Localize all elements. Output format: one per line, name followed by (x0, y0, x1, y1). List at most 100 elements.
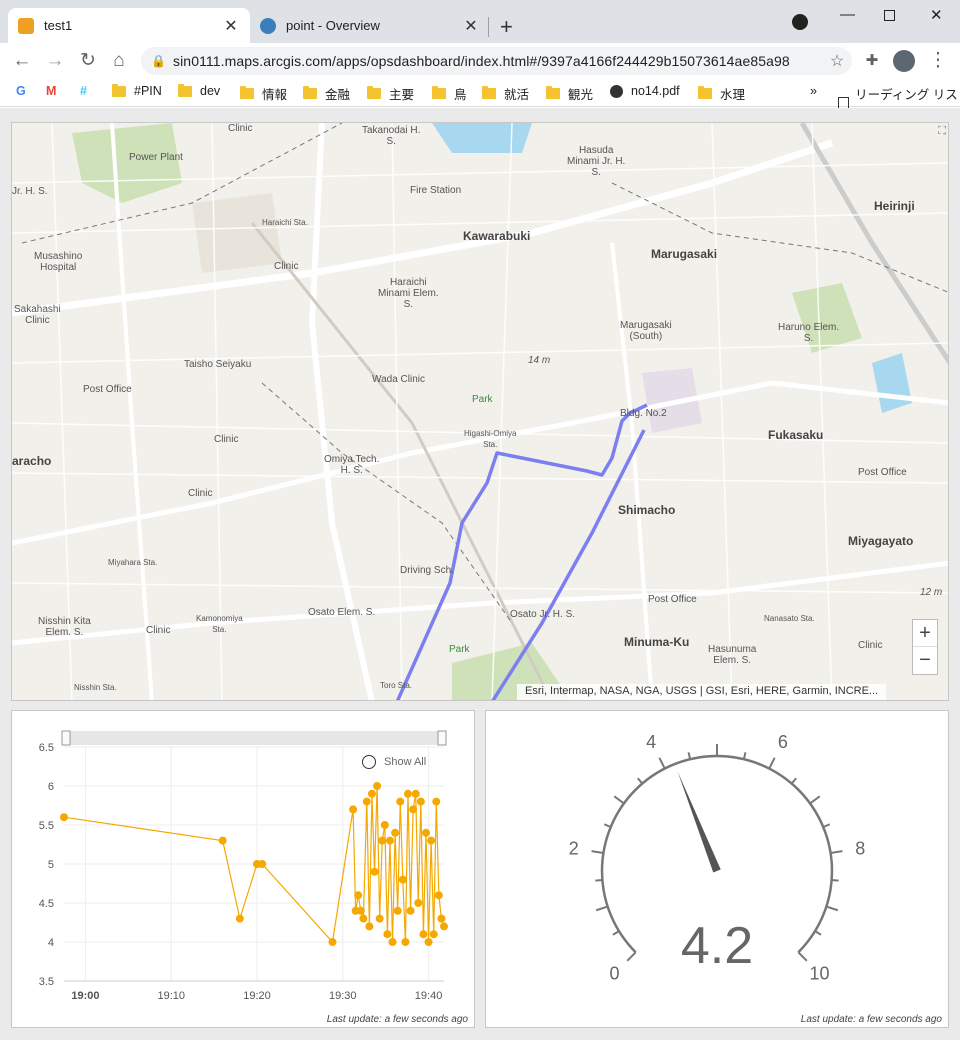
tab-test1[interactable]: test1 ✕ (8, 8, 250, 43)
gauge-tick (595, 905, 608, 912)
zoom-out-button[interactable]: − (919, 649, 931, 671)
folder-icon (367, 86, 381, 99)
close-window-button[interactable]: ✕ (930, 7, 943, 24)
tab-strip: test1 ✕ point - Overview ✕ + — ✕ (0, 0, 960, 43)
data-point (398, 875, 407, 884)
map-label: Fire Station (410, 185, 462, 196)
bookmark-jobs[interactable]: 就活 (482, 84, 529, 103)
close-tab-icon[interactable]: ✕ (224, 17, 238, 35)
bookmark-hydro[interactable]: 水理 (698, 84, 745, 103)
map-panel[interactable]: Clinic Takanodai H. S. Hasuda Minami Jr.… (11, 122, 949, 701)
tab-separator (488, 17, 489, 37)
zoom-out-icon (362, 755, 376, 769)
map-label: Haraichi Minami Elem. S. (378, 277, 439, 310)
reload-button[interactable]: ↻ (80, 50, 96, 71)
x-tick-label: 19:30 (329, 990, 357, 1002)
road (110, 123, 154, 700)
slack-icon[interactable]: # (80, 84, 87, 98)
more-bookmarks-icon[interactable]: » (810, 84, 817, 98)
folder-icon (432, 86, 446, 99)
menu-icon[interactable]: ⋮ (928, 50, 948, 71)
road (12, 139, 834, 317)
bookmark-dev[interactable]: dev (178, 83, 220, 98)
map-label: Driving Sch. (400, 565, 454, 576)
map-label: Kawarabuki (463, 229, 531, 243)
tab-title: point - Overview (286, 18, 380, 33)
data-point (367, 789, 376, 798)
data-point (356, 906, 365, 915)
y-tick-label: 5.5 (39, 820, 54, 832)
map-label: Nisshin Kita Elem. S. (38, 616, 91, 638)
bookmark-finance[interactable]: 金融 (303, 84, 350, 103)
avatar[interactable] (893, 50, 915, 72)
line-chart[interactable]: 3.5 4 4.5 5 5.5 6 6.5 19:00 19:10 19:20 19:30 19:40 (12, 711, 474, 1027)
show-all-button[interactable]: Show All (362, 755, 426, 769)
map-label: Haruno Elem. S. (778, 322, 840, 344)
x-tick-label: 19:40 (415, 990, 443, 1002)
map-label: Clinic (228, 123, 253, 134)
maximize-button[interactable] (884, 10, 895, 21)
gauge-tick-label: 2 (569, 838, 579, 858)
new-tab-button[interactable]: + (500, 14, 513, 39)
bookmark-bird[interactable]: 鳥 (432, 84, 467, 103)
extensions-icon[interactable]: ✚ (865, 52, 879, 69)
map-canvas[interactable] (12, 123, 949, 701)
zoom-in-button[interactable]: + (913, 620, 937, 647)
gauge-tick (687, 752, 692, 760)
map-label: Shimacho (618, 503, 676, 517)
railway (250, 222, 553, 700)
data-point (421, 828, 430, 837)
gauge-tick-label: 8 (855, 838, 865, 858)
map-label: 14 m (528, 355, 551, 366)
scrollbar-handle-left (61, 730, 71, 746)
arcgis-dashboard-icon (18, 17, 34, 34)
bookmarks-bar: G M # #PIN dev 情報 金融 主要 鳥 就活 観光 no14.pdf… (0, 79, 960, 121)
gauge-tick (626, 951, 637, 962)
bookmark-star-icon[interactable]: ☆ (829, 53, 845, 70)
bookmark-info[interactable]: 情報 (240, 84, 287, 103)
green-area (72, 123, 182, 203)
data-point (328, 938, 337, 946)
data-point (427, 836, 436, 845)
map-label: Toro Sta. (380, 681, 413, 690)
expand-icon[interactable]: ⛶ (938, 125, 946, 137)
track-line-2 (491, 429, 646, 700)
data-point (359, 914, 368, 923)
gauge-tick (658, 757, 666, 769)
bookmark-pdf[interactable]: no14.pdf (610, 84, 680, 98)
gauge-tick (790, 777, 797, 785)
map-attribution: Esri, Intermap, NASA, NGA, USGS | GSI, E… (517, 684, 887, 700)
road (12, 380, 948, 546)
gmail-icon[interactable]: M (46, 84, 57, 98)
bookmark-pin[interactable]: #PIN (112, 83, 162, 98)
forward-button[interactable]: → (45, 50, 65, 71)
bookmark-main[interactable]: 主要 (367, 84, 414, 103)
gauge-tick-label: 0 (609, 964, 619, 984)
bookmark-travel[interactable]: 観光 (546, 84, 593, 103)
address-bar[interactable]: 🔒 sin0111.maps.arcgis.com/apps/opsdashbo… (141, 47, 852, 75)
map-label: Sakahashi Clinic (14, 304, 61, 326)
data-point (380, 821, 389, 829)
gauge-tick (809, 795, 821, 805)
gauge-tick (613, 795, 625, 805)
data-point (235, 914, 244, 923)
urban-area (192, 193, 282, 273)
back-button[interactable]: ← (12, 50, 32, 71)
google-icon[interactable]: G (16, 84, 26, 98)
serial-chart-panel: 3.5 4 4.5 5 5.5 6 6.5 19:00 19:10 19:20 19:30 19:40… (11, 710, 475, 1028)
map-label: Omiya Tech. H. S. (324, 454, 380, 476)
tab-point-overview[interactable]: point - Overview ✕ (250, 8, 490, 43)
gauge-tick (814, 930, 822, 936)
dashboard: Clinic Takanodai H. S. Hasuda Minami Jr.… (0, 108, 960, 1040)
y-tick-label: 6.5 (39, 742, 54, 754)
data-point (409, 805, 418, 814)
y-tick-label: 4 (48, 937, 54, 949)
home-icon[interactable]: ⌂ (113, 50, 125, 71)
gauge-tick (830, 850, 843, 854)
lock-icon: 🔒 (151, 54, 166, 68)
minimize-button[interactable]: — (840, 6, 855, 23)
map-label: Park (472, 394, 493, 405)
tab-search-icon[interactable] (792, 14, 808, 30)
close-tab-icon[interactable]: ✕ (464, 17, 478, 35)
gauge-tick (831, 879, 839, 882)
